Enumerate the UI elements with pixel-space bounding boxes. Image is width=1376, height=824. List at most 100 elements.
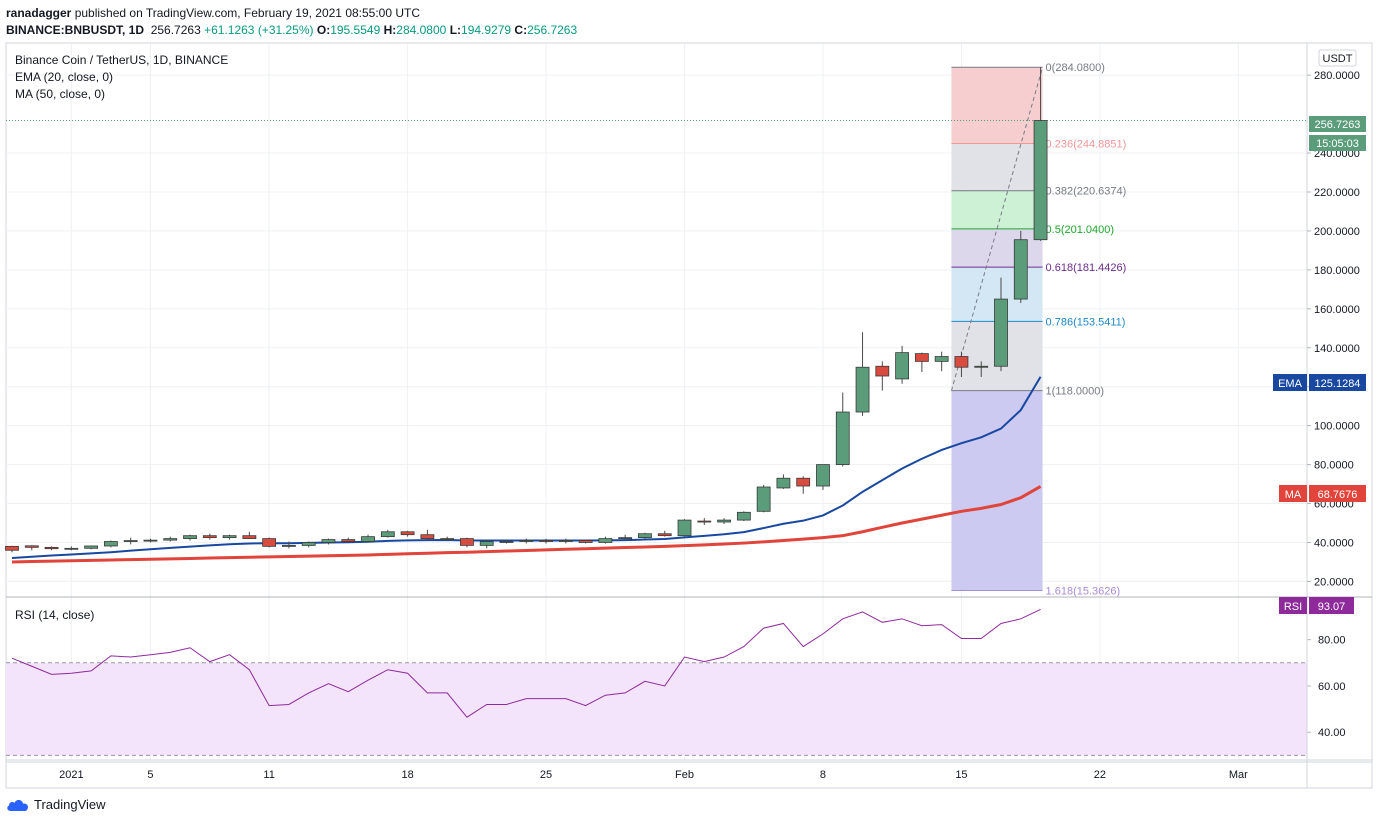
ohlc-summary: BINANCE:BNBUSDT, 1D 256.7263 +61.1263 (+…: [6, 23, 577, 37]
fib-level-label: 0.5(201.0400): [1046, 224, 1115, 236]
author-name[interactable]: ranadagger: [6, 6, 72, 20]
time-tick-label: 8: [820, 769, 826, 781]
candle-down: [24, 545, 39, 548]
candle-down: [400, 531, 415, 536]
rsi-value-tag: [1309, 597, 1354, 614]
candle-down: [657, 533, 672, 537]
tradingview-cloud-icon: [7, 799, 28, 811]
publish-info: ranadagger published on TradingView.com,…: [6, 6, 420, 20]
last-price-tag: [1309, 116, 1366, 132]
currency-button[interactable]: [1318, 49, 1357, 67]
candle-up: [638, 533, 652, 539]
price-tick-label: 220.0000: [1314, 187, 1360, 199]
fib-zone: [951, 143, 1043, 191]
price-tick-label: 100.0000: [1314, 421, 1360, 433]
candle-down: [796, 477, 811, 487]
candle-down: [578, 540, 593, 543]
time-tick-label: 15: [955, 769, 967, 781]
candle-down: [460, 538, 474, 546]
candle-up: [519, 540, 534, 542]
close-label: C:: [514, 23, 528, 37]
candle-up: [222, 535, 237, 539]
candle-up: [974, 365, 989, 368]
time-tick-label: 11: [263, 769, 274, 781]
fib-level-label: 1.618(15.3626): [1046, 585, 1121, 597]
candle-down: [242, 535, 257, 539]
price-tick-label: 40.0000: [1314, 537, 1354, 549]
high-label: H:: [383, 23, 397, 37]
tradingview-name: TradingView: [34, 797, 106, 812]
candle-up: [183, 535, 197, 539]
time-axis-frame: [5, 759, 1373, 789]
ma-legend[interactable]: MA (50, close, 0): [15, 87, 105, 101]
rsi-tick-label: 40.00: [1318, 727, 1346, 739]
candle-up: [835, 411, 850, 465]
last-price: 256.7263: [150, 23, 201, 37]
ema-tag-text: EMA: [1278, 378, 1303, 390]
candle-down: [5, 545, 19, 551]
ema-tag: [1273, 374, 1307, 391]
candle-up: [816, 464, 830, 487]
price-tick-label: 240.0000: [1314, 148, 1360, 160]
fib-zone: [951, 228, 1043, 268]
ma-tag: [1279, 485, 1307, 502]
fib-level-label: 0(284.0800): [1046, 62, 1105, 74]
fib-zone: [951, 67, 1043, 144]
rsi-tag: [1279, 597, 1307, 614]
rsi-tag-text: RSI: [1284, 601, 1302, 613]
candle-up: [598, 538, 613, 543]
price-tick-label: 160.0000: [1314, 304, 1360, 316]
candle-up: [104, 541, 118, 547]
candle-down: [914, 353, 929, 362]
rsi-line: [11, 608, 1041, 718]
price-tick-label: 280.0000: [1314, 70, 1360, 82]
candle-up: [994, 298, 1008, 367]
candle-up: [756, 486, 771, 512]
time-tick-label: Mar: [1229, 769, 1248, 781]
candle-up: [1013, 239, 1028, 300]
chart-title: Binance Coin / TetherUS, 1D, BINANCE: [15, 53, 228, 67]
fib-zone: [951, 190, 1043, 229]
ema-value-tag: [1309, 374, 1366, 391]
time-tick-label: 2021: [59, 769, 83, 781]
time-tick-label: 22: [1094, 769, 1106, 781]
candle-down: [262, 538, 277, 547]
candle-up: [84, 545, 99, 549]
ema-legend[interactable]: EMA (20, close, 0): [15, 70, 113, 84]
ma-value-tag: [1309, 485, 1366, 502]
candle-up: [895, 352, 909, 380]
ma-value-text: 68.7676: [1318, 489, 1358, 501]
candle-down: [341, 539, 356, 542]
ma-tag-text: MA: [1285, 489, 1302, 501]
ma50-line: [11, 485, 1042, 564]
rsi-tick-label: 80.00: [1318, 635, 1346, 647]
last-price-tag-text: 256.7263: [1315, 119, 1361, 131]
chart-frame: [5, 42, 1373, 763]
candle-up: [776, 477, 791, 489]
rsi-legend[interactable]: RSI (14, close): [15, 608, 94, 622]
candle-up: [934, 356, 949, 362]
candle-up: [301, 542, 316, 546]
fib-level-label: 0.786(153.5411): [1046, 316, 1126, 328]
candle-up: [717, 519, 731, 523]
tradingview-logo[interactable]: TradingView: [6, 797, 106, 812]
fib-zone: [951, 390, 1043, 591]
candle-up: [361, 536, 375, 542]
high-value: 284.0800: [396, 23, 447, 37]
time-tick-label: Feb: [675, 769, 694, 781]
fib-level-label: 0.618(181.4426): [1046, 262, 1127, 274]
candle-up: [163, 538, 178, 541]
candle-down: [420, 534, 435, 539]
close-value: 256.7263: [527, 23, 578, 37]
candle-down: [539, 540, 553, 542]
candle-up: [499, 541, 514, 543]
candle-up: [479, 541, 494, 546]
low-label: L:: [449, 23, 462, 37]
candle-up: [736, 511, 751, 521]
rsi-value-text: 93.07: [1318, 601, 1346, 613]
candle-up: [618, 537, 633, 540]
candle-down: [875, 365, 890, 377]
price-tick-label: 140.0000: [1314, 343, 1360, 355]
candle-up: [855, 366, 870, 413]
